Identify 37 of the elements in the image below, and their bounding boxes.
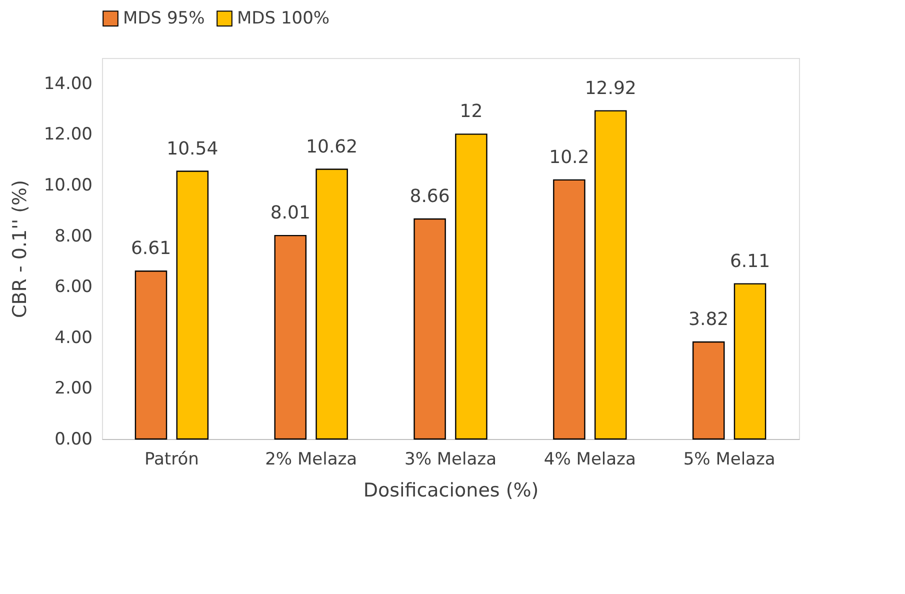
x-axis-title: Dosificaciones (%) [363,480,539,502]
bar [594,110,627,440]
data-label: 10.54 [166,138,218,160]
data-label: 12 [460,101,483,122]
x-tick-label: 5% Melaza [683,450,776,470]
data-label: 6.11 [730,250,770,272]
bar [134,270,168,440]
y-tick-label: 6.00 [54,277,92,298]
bar [455,134,488,440]
y-tick-label: 10.00 [44,176,92,196]
bar [414,218,446,440]
y-tick-label: 0.00 [54,430,92,450]
bar [553,179,586,440]
bar [176,170,209,440]
y-tick-label: 2.00 [54,378,92,399]
data-label: 10.2 [549,146,590,168]
data-label: 8.01 [270,202,310,224]
x-tick-label: 2% Melaza [265,450,358,470]
bar [316,168,348,440]
data-label: 3.82 [688,308,729,330]
data-label: 8.66 [410,186,450,208]
bar [274,234,307,440]
x-tick-label: 4% Melaza [544,450,636,470]
bar [692,341,725,440]
y-tick-label: 14.00 [44,74,92,94]
x-tick-label: 3% Melaza [404,450,496,470]
bar [734,283,766,440]
y-tick-label: 4.00 [54,328,92,348]
data-label: 12.92 [584,78,636,99]
data-label: 6.61 [130,238,172,260]
x-tick-label: Patrón [144,450,199,470]
y-tick-label: 8.00 [54,226,92,246]
y-tick-label: 12.00 [44,124,92,145]
legend-label: MDS 95% [123,8,205,29]
data-label: 10.62 [306,136,358,158]
legend-label: MDS 100% [237,8,330,29]
y-axis-title: CBR - 0.1'' (%) [8,180,31,318]
